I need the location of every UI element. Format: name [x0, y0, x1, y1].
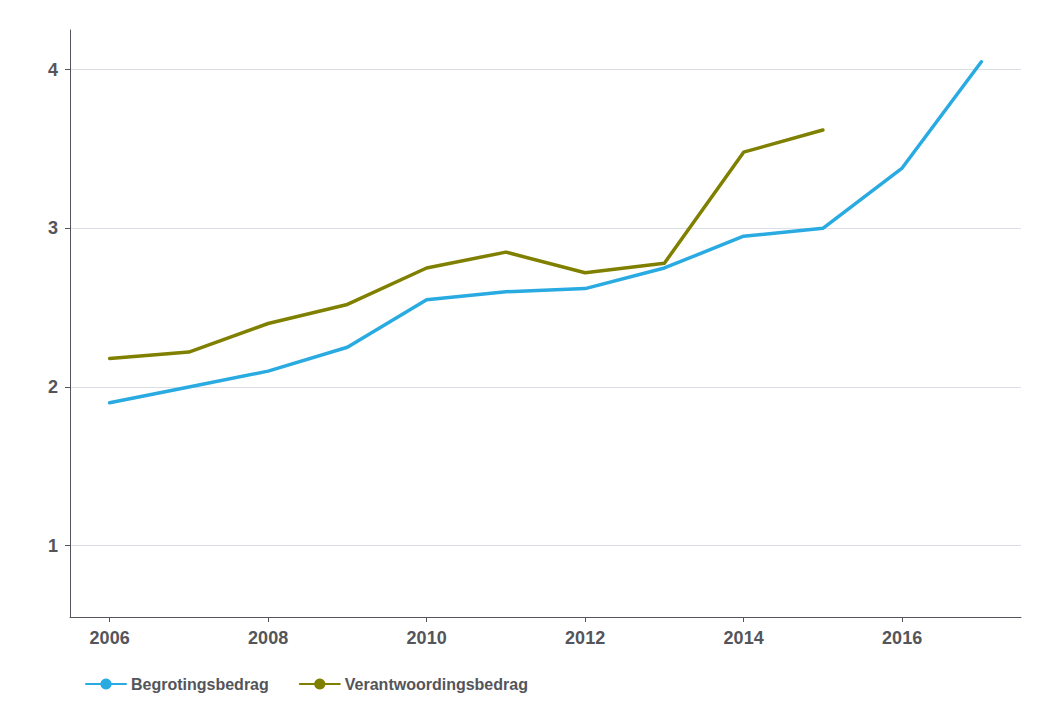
- svg-text:2: 2: [48, 377, 58, 397]
- svg-text:2010: 2010: [407, 628, 447, 648]
- svg-text:2006: 2006: [90, 628, 130, 648]
- svg-text:Verantwoordingsbedrag: Verantwoordingsbedrag: [345, 676, 528, 693]
- svg-text:2014: 2014: [724, 628, 764, 648]
- svg-text:1: 1: [48, 536, 58, 556]
- svg-text:3: 3: [48, 218, 58, 238]
- svg-text:4: 4: [48, 60, 58, 80]
- svg-text:Begrotingsbedrag: Begrotingsbedrag: [131, 676, 269, 693]
- svg-text:2012: 2012: [565, 628, 605, 648]
- svg-text:2016: 2016: [882, 628, 922, 648]
- svg-text:2008: 2008: [248, 628, 288, 648]
